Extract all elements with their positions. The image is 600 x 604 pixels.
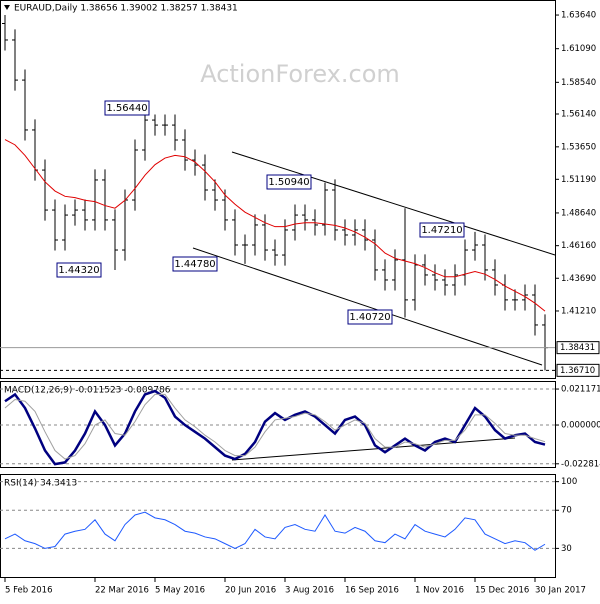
annotation-box — [172, 256, 218, 272]
x-tick-label: 5 May 2016 — [155, 586, 205, 596]
panel-frame — [0, 474, 556, 578]
y-tick-label: 1.58540 — [561, 78, 596, 88]
x-tick-label: 16 Sep 2016 — [345, 586, 399, 596]
y-tick-label: 1.53650 — [561, 142, 596, 152]
y-tick-label: 0.021171 — [561, 385, 600, 395]
annotation-box — [266, 174, 312, 190]
x-tick-label: 15 Dec 2016 — [475, 586, 529, 596]
annotation-box — [56, 262, 102, 278]
annotation: 1.50940 — [268, 177, 309, 188]
y-tick-label: 100 — [561, 477, 577, 487]
annotation: 1.47210 — [421, 225, 462, 236]
annotation-box — [104, 100, 150, 116]
x-tick-label: 1 Nov 2016 — [415, 586, 464, 596]
price-label: 1.36710 — [560, 366, 595, 376]
price-label-box — [556, 363, 600, 377]
chart-title: EURAUD,Daily 1.38656 1.39002 1.38257 1.3… — [14, 4, 238, 14]
price-label: 1.38431 — [560, 343, 595, 353]
moving-average — [4, 139, 546, 312]
rsi-title: RSI(14) 34.3413 — [4, 479, 77, 489]
y-tick-label: -0.022814 — [561, 459, 600, 469]
annotation-box — [419, 222, 465, 238]
y-tick-label: 1.48640 — [561, 208, 596, 218]
x-tick-label: 20 Jun 2016 — [225, 586, 276, 596]
macd-trendline — [231, 437, 516, 461]
y-tick-label: 30 — [561, 544, 572, 554]
annotation-box — [347, 309, 393, 325]
y-tick-label: 1.56140 — [561, 109, 596, 119]
y-tick-label: 70 — [561, 506, 572, 516]
annotation: 1.44320 — [58, 265, 99, 276]
y-tick-label: 1.51190 — [561, 175, 596, 185]
y-tick-label: 1.63640 — [561, 11, 596, 21]
price-label-box — [556, 341, 600, 355]
watermark: ActionForex.com — [200, 60, 400, 88]
annotation: 1.56440 — [106, 103, 147, 114]
panel-frame — [0, 0, 556, 379]
indicator-line — [4, 511, 546, 551]
macd-title: MACD(12,26,9) -0.011523 -0.009786 — [4, 386, 171, 396]
x-tick-label: 5 Feb 2016 — [5, 586, 53, 596]
x-tick-label: 22 Mar 2016 — [95, 586, 149, 596]
x-tick-label: 3 Aug 2016 — [285, 586, 334, 596]
y-tick-label: 0.000000 — [561, 421, 600, 431]
annotation: 1.40720 — [349, 312, 390, 323]
channel-lower — [192, 247, 543, 366]
annotation: 1.44780 — [174, 259, 215, 270]
y-tick-label: 1.46160 — [561, 241, 596, 251]
panel-frame — [0, 381, 556, 468]
y-tick-label: 1.43690 — [561, 274, 596, 284]
channel-upper — [231, 151, 556, 256]
y-tick-label: 1.61090 — [561, 44, 596, 54]
x-tick-label: 30 Jan 2017 — [535, 586, 586, 596]
header-icon — [4, 5, 10, 10]
indicator-line — [4, 393, 546, 460]
y-tick-label: 1.41210 — [561, 306, 596, 316]
indicator-line — [4, 389, 546, 466]
